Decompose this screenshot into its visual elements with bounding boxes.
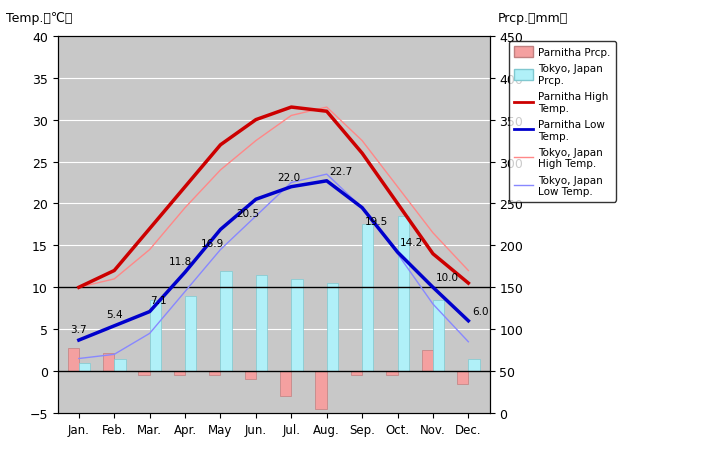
- Text: 20.5: 20.5: [236, 208, 260, 218]
- Text: 22.7: 22.7: [330, 167, 353, 176]
- Text: 10.0: 10.0: [436, 273, 459, 283]
- Bar: [68, 349, 79, 371]
- Text: 16.9: 16.9: [201, 239, 225, 249]
- Text: 19.5: 19.5: [365, 217, 388, 227]
- Text: Temp.（℃）: Temp.（℃）: [6, 12, 72, 25]
- Text: 14.2: 14.2: [400, 238, 423, 247]
- Bar: [362, 225, 374, 371]
- Bar: [327, 284, 338, 371]
- Bar: [150, 300, 161, 371]
- Bar: [256, 275, 267, 371]
- Bar: [174, 371, 185, 375]
- Bar: [79, 363, 90, 371]
- Text: 6.0: 6.0: [472, 306, 489, 316]
- Bar: [468, 359, 480, 371]
- Bar: [280, 371, 292, 397]
- Text: Prcp.（mm）: Prcp.（mm）: [498, 12, 569, 25]
- Text: 22.0: 22.0: [277, 173, 300, 182]
- Bar: [422, 350, 433, 371]
- Bar: [315, 371, 327, 409]
- Bar: [386, 371, 397, 375]
- Bar: [433, 300, 444, 371]
- Text: 7.1: 7.1: [150, 296, 166, 306]
- Bar: [114, 359, 125, 371]
- Text: 5.4: 5.4: [106, 310, 122, 320]
- Legend: Parnitha Prcp., Tokyo, Japan
Prcp., Parnitha High
Temp., Parnitha Low
Temp., Tok: Parnitha Prcp., Tokyo, Japan Prcp., Parn…: [509, 42, 616, 202]
- Bar: [245, 371, 256, 380]
- Bar: [457, 371, 468, 384]
- Bar: [397, 217, 409, 371]
- Bar: [351, 371, 362, 375]
- Bar: [103, 353, 114, 371]
- Bar: [220, 271, 232, 371]
- Text: 3.7: 3.7: [71, 324, 87, 334]
- Bar: [185, 296, 197, 371]
- Bar: [209, 371, 220, 375]
- Text: 11.8: 11.8: [168, 256, 192, 266]
- Bar: [292, 279, 302, 371]
- Bar: [138, 371, 150, 375]
